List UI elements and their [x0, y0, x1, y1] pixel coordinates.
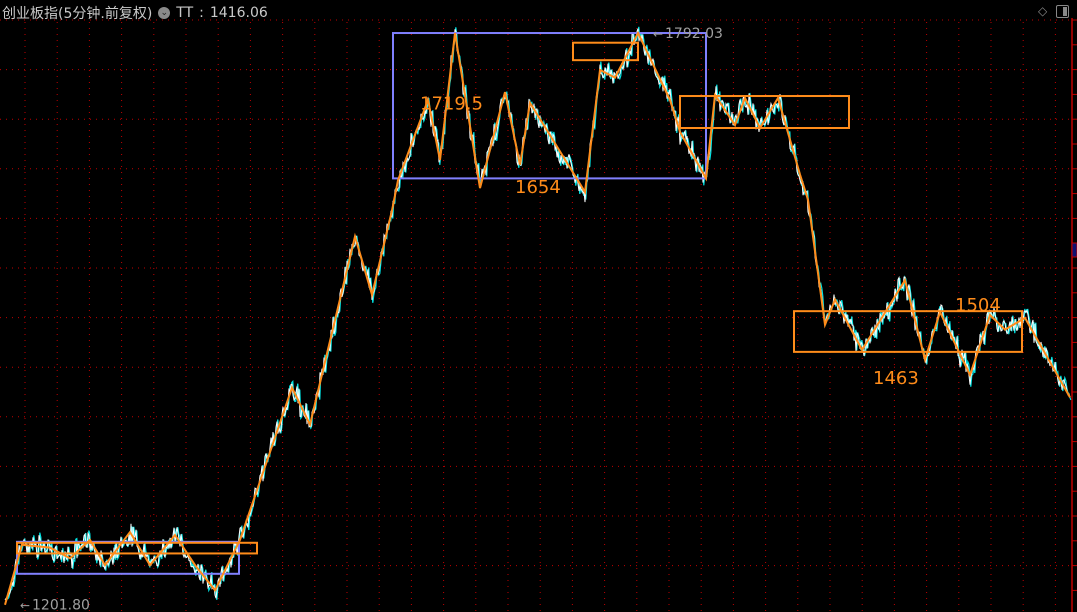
annotation-label: 1463 — [873, 368, 919, 389]
annotation-arrow-icon: ← — [20, 599, 30, 612]
panel-toggle-icon[interactable] — [1056, 5, 1069, 18]
annotation-label: 1504 — [955, 295, 1001, 316]
annotation-label: 1654 — [515, 177, 561, 198]
annotation-arrow-icon: ← — [653, 27, 663, 41]
price-line-alt — [5, 26, 1072, 600]
range-box-1 — [392, 32, 707, 180]
chart-title: 创业板指(5分钟.前复权) — [2, 6, 153, 22]
annotation-label: 1792.03 — [665, 26, 723, 42]
range-box-3 — [572, 41, 639, 62]
range-box-5 — [793, 310, 1023, 353]
chart-header: 创业板指(5分钟.前复权) ⌄ TT : 1416.06 — [2, 3, 268, 23]
indicator-sep: : — [199, 5, 204, 21]
last-price-marker — [1071, 242, 1077, 258]
indicator-value: 1416.06 — [209, 5, 268, 21]
range-box-4 — [679, 95, 850, 130]
zigzag-line — [4, 30, 1071, 606]
annotation-label: 1201.80 — [32, 598, 90, 612]
diamond-icon[interactable]: ◇ — [1038, 4, 1048, 18]
indicator-label: TT — [176, 5, 194, 21]
chevron-down-circle-icon[interactable]: ⌄ — [158, 7, 171, 19]
annotation-label: 1719.5 — [420, 94, 483, 115]
